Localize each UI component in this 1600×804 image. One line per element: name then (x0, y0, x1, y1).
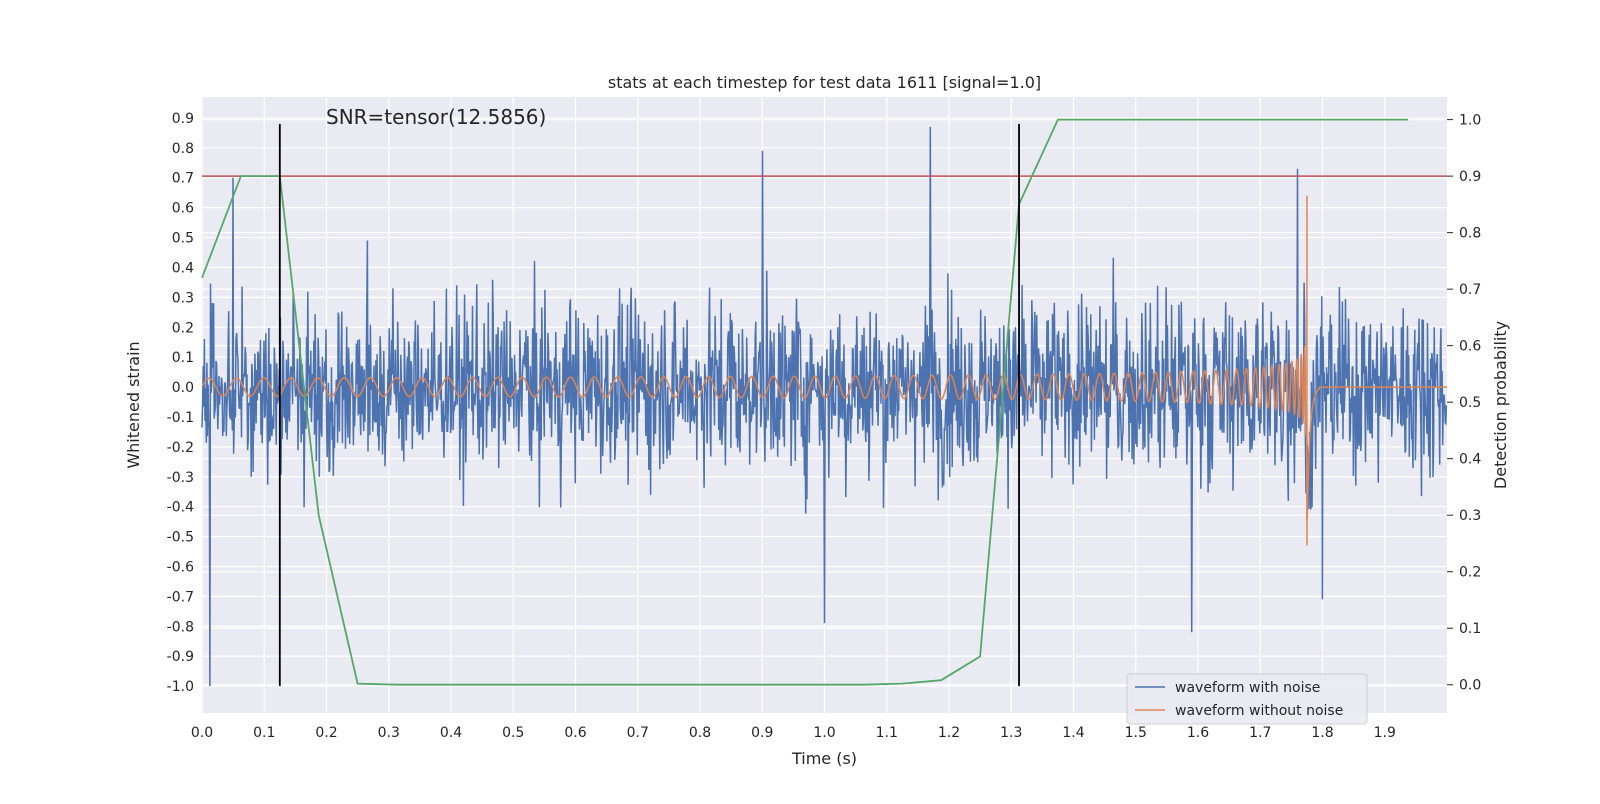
legend: waveform with noise waveform without noi… (1126, 673, 1368, 725)
y2-tick-label: 0.7 (1459, 282, 1481, 298)
y-tick-label: 0.0 (172, 380, 194, 396)
legend-label-clean: waveform without noise (1175, 703, 1343, 719)
legend-label-noise: waveform with noise (1175, 680, 1320, 696)
series (201, 118, 1448, 687)
x-tick-label: 0.9 (751, 725, 773, 741)
x-tick-label: 0.3 (378, 725, 400, 741)
x-tick-label: 1.8 (1311, 725, 1333, 741)
x-tick-label: 0.7 (627, 725, 649, 741)
chart-title: stats at each timestep for test data 161… (608, 73, 1041, 92)
series-waveform-with-noise (201, 126, 1448, 687)
y-tick-label: -0.2 (167, 440, 194, 456)
y2-tick-label: 0.6 (1459, 339, 1481, 355)
y-tick-label: -0.6 (167, 559, 194, 575)
y2-axis-title: Detection probability (1491, 321, 1510, 489)
y2-tick-label: 1.0 (1459, 113, 1481, 129)
legend-box (1126, 673, 1368, 725)
x-tick-label: 0.0 (191, 725, 213, 741)
y-tick-label: -0.4 (167, 500, 194, 516)
y-tick-label: -0.5 (167, 530, 194, 546)
y2-tick-label: 0.2 (1459, 565, 1481, 581)
x-tick-label: 1.9 (1374, 725, 1396, 741)
x-tick-label: 1.6 (1187, 725, 1209, 741)
y-tick-label: 0.1 (172, 350, 194, 366)
x-tick-label: 1.4 (1062, 725, 1084, 741)
x-tick-label: 0.2 (315, 725, 337, 741)
y2-tick-label: 0.0 (1459, 678, 1481, 694)
x-tick-label: 1.5 (1125, 725, 1147, 741)
y2-tick-label: 0.1 (1459, 621, 1481, 637)
x-tick-label: 1.0 (813, 725, 835, 741)
y-tick-label: -1.0 (167, 679, 194, 695)
y-tick-label: -0.1 (167, 410, 194, 426)
y-tick-label: 0.5 (172, 231, 194, 247)
x-tick-label: 0.5 (502, 725, 524, 741)
x-axis-title: Time (s) (791, 749, 857, 768)
y-tick-label: 0.3 (172, 290, 194, 306)
x-tick-label: 0.1 (253, 725, 275, 741)
x-tick-label: 0.8 (689, 725, 711, 741)
y-axis-title: Whitened strain (124, 341, 143, 468)
y-tick-label: 0.8 (172, 141, 194, 157)
y2-tick-label: 0.5 (1459, 395, 1481, 411)
x-tick-label: 1.1 (876, 725, 898, 741)
snr-annotation: SNR=tensor(12.5856) (326, 105, 546, 129)
x-tick-label: 1.2 (938, 725, 960, 741)
y-tick-label: -0.3 (167, 470, 194, 486)
y2-tick-label: 0.9 (1459, 169, 1481, 185)
x-tick-label: 0.6 (564, 725, 586, 741)
y-tick-label: -0.8 (167, 619, 194, 635)
series-waveform-without-noise (201, 345, 1447, 521)
y-tick-label: -0.9 (167, 649, 194, 665)
y-tick-label: 0.7 (172, 171, 194, 187)
y-tick-label: -0.7 (167, 589, 194, 605)
y2-tick-label: 0.3 (1459, 508, 1481, 524)
y-tick-label: 0.2 (172, 320, 194, 336)
y2-tick-label: 0.4 (1459, 452, 1481, 468)
series-detection-probability (201, 118, 1409, 686)
axes: 0.0 0.1 0.2 0.3 0.4 0.5 0.6 0.7 0.8 0.9 1.0 1.1 1.2 1… (167, 111, 1482, 741)
y-tick-label: 0.9 (172, 111, 194, 127)
y-tick-label: 0.4 (172, 260, 194, 276)
y-tick-label: 0.6 (172, 201, 194, 217)
x-tick-label: 1.3 (1000, 725, 1022, 741)
y2-tick-label: 0.8 (1459, 226, 1481, 242)
x-tick-label: 0.4 (440, 725, 462, 741)
x-tick-label: 1.7 (1249, 725, 1271, 741)
